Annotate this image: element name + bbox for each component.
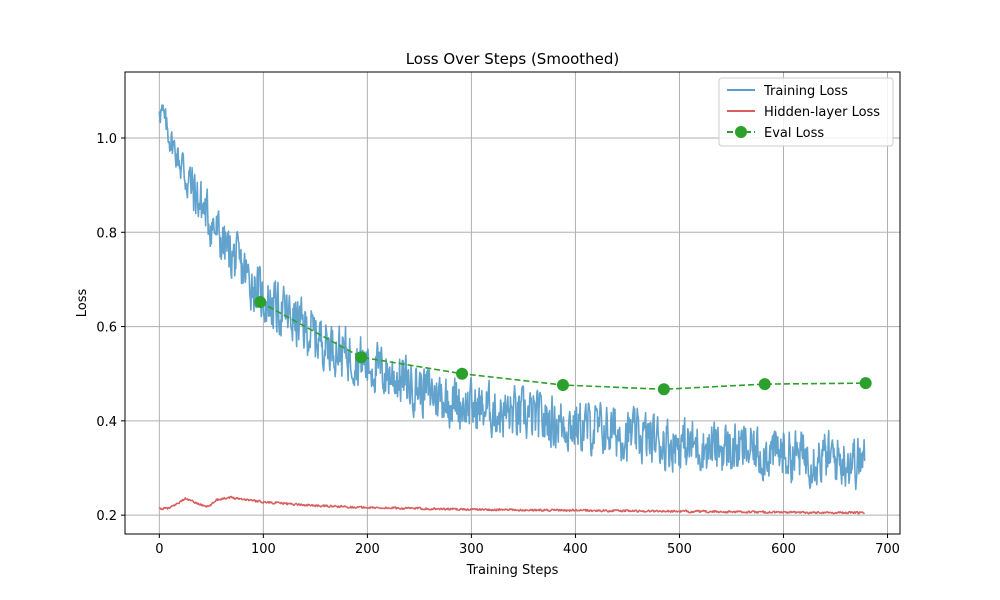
x-tick-label: 400 — [563, 542, 588, 557]
y-axis-title: Loss — [75, 289, 90, 318]
eval-loss-point — [657, 383, 670, 396]
y-tick-label: 0.6 — [96, 321, 117, 336]
legend-box — [718, 77, 894, 147]
eval-loss-point — [456, 367, 469, 380]
legend-label-eval-loss: Eval Loss — [764, 126, 824, 141]
series-line-hidden-layer-loss — [158, 495, 865, 515]
eval-loss-point — [758, 378, 771, 391]
x-tick-label: 600 — [771, 542, 796, 557]
y-tick-label: 0.2 — [96, 509, 117, 524]
x-tick-label: 200 — [355, 542, 380, 557]
legend-label-training-loss: Training Loss — [763, 84, 848, 99]
x-tick-label: 300 — [459, 542, 484, 557]
x-axis-title: Training Steps — [466, 563, 559, 578]
plot-frame — [124, 71, 901, 535]
x-tick-label: 500 — [667, 542, 692, 557]
eval-loss-point — [556, 379, 569, 392]
series-line-training-loss — [158, 104, 866, 491]
legend-marker-eval-loss — [735, 126, 747, 138]
chart-title: Loss Over Steps (Smoothed) — [406, 50, 620, 68]
axis-ticks: 0 100 200 300 400 500 600 700 0.2 0.4 0.6 0.8 1.0 — [96, 132, 900, 557]
plot-data — [158, 104, 872, 515]
eval-loss-point — [355, 351, 368, 364]
x-tick-label: 100 — [251, 542, 276, 557]
y-tick-label: 0.4 — [96, 415, 117, 430]
eval-loss-point — [859, 377, 872, 390]
x-tick-label: 0 — [155, 542, 163, 557]
y-tick-label: 0.8 — [96, 226, 117, 241]
eval-loss-point — [254, 296, 267, 309]
legend: Training Loss Hidden-layer Loss Eval Los… — [718, 77, 894, 147]
x-tick-label: 700 — [875, 542, 900, 557]
legend-label-hidden-layer-loss: Hidden-layer Loss — [764, 105, 880, 120]
y-tick-label: 1.0 — [96, 132, 117, 147]
